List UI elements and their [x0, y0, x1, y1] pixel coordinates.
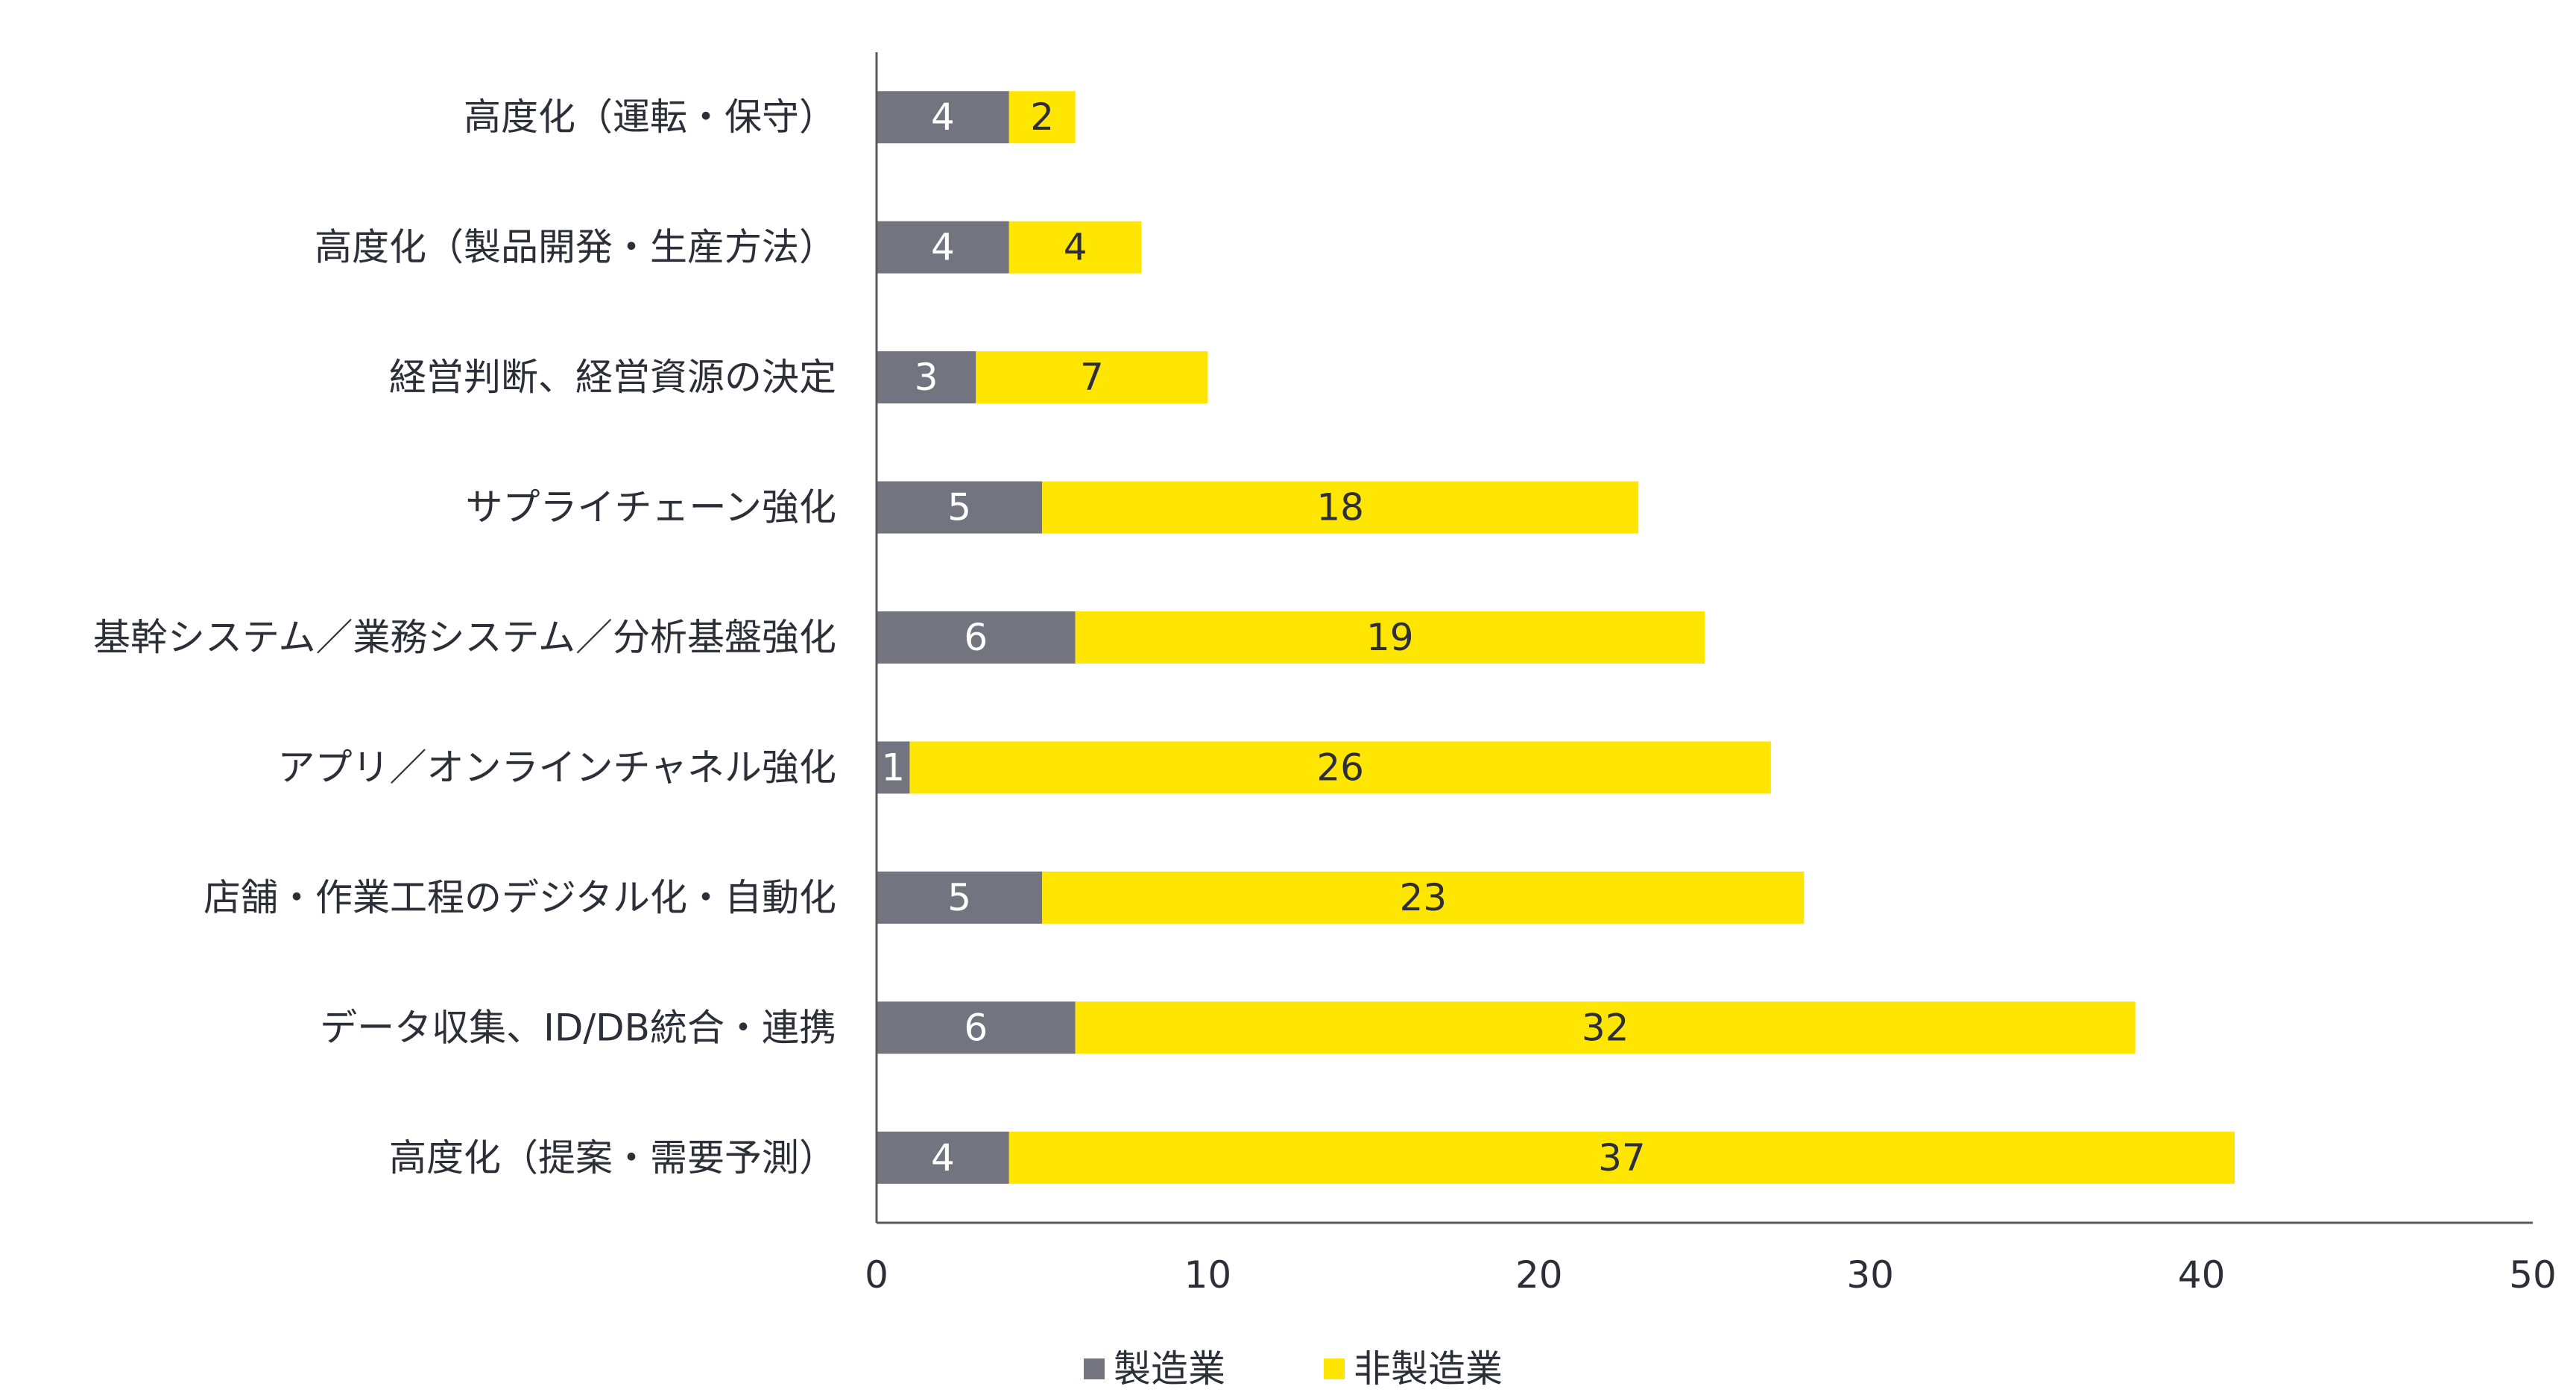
category-label: 基幹システム／業務システム／分析基盤強化: [93, 616, 836, 659]
bar-segment: [877, 91, 1009, 144]
bar-segment: [1075, 1001, 2135, 1054]
data-label: 6: [964, 1006, 988, 1049]
data-label: 2: [1030, 95, 1054, 139]
legend-label: 製造業: [1114, 1347, 1225, 1391]
x-tick-label: 40: [2178, 1253, 2226, 1297]
bar-segment: [877, 481, 1043, 534]
bar-segment: [877, 1131, 1009, 1184]
category-label: サプライチェーン強化: [466, 486, 837, 529]
data-label: 7: [1080, 356, 1104, 399]
axes-group: 0 10 20 30 40 50: [865, 52, 2557, 1297]
x-tick-label: 50: [2509, 1253, 2557, 1297]
category-label: 経営判断、経営資源の決定: [389, 356, 836, 399]
data-label: 23: [1399, 876, 1447, 919]
category-label: 高度化（製品開発・生産方法）: [315, 226, 836, 269]
bar-segment: [1008, 221, 1142, 274]
category-label: 高度化（提案・需要予測）: [389, 1136, 836, 1180]
legend-label: 非製造業: [1354, 1347, 1503, 1391]
bar-segment: [1008, 91, 1076, 144]
data-label: 4: [931, 1136, 955, 1180]
bar-segment: [976, 351, 1208, 404]
bar-segment: [1042, 871, 1805, 924]
bar-segment: [877, 741, 910, 794]
legend-swatch: [1324, 1358, 1345, 1379]
data-label: 5: [947, 876, 971, 919]
x-tick-label: 30: [1846, 1253, 1894, 1297]
bar-segment: [877, 1001, 1076, 1054]
data-label: 4: [931, 95, 955, 139]
data-label: 18: [1316, 486, 1364, 529]
bars-group: 4 24 43 75 186 191 265 236 324 37: [877, 91, 2235, 1184]
bar-segment: [909, 741, 1771, 794]
data-label: 4: [931, 226, 955, 269]
data-label: 19: [1366, 616, 1414, 659]
data-label: 4: [1064, 226, 1087, 269]
bar-segment: [877, 611, 1076, 664]
category-label: データ収集、ID/DB統合・連携: [320, 1006, 836, 1049]
data-label: 5: [947, 486, 971, 529]
legend: 製造業 非製造業: [1084, 1347, 1503, 1391]
data-label: 37: [1598, 1136, 1646, 1180]
x-tick-label: 20: [1515, 1253, 1563, 1297]
data-label: 32: [1582, 1006, 1629, 1049]
bar-segment: [877, 871, 1043, 924]
category-label: 店舗・作業工程のデジタル化・自動化: [203, 876, 836, 919]
data-label: 26: [1316, 746, 1364, 789]
data-label: 6: [964, 616, 988, 659]
bar-segment: [1042, 481, 1639, 534]
category-label: 高度化（運転・保守）: [464, 95, 836, 139]
bar-segment: [877, 221, 1009, 274]
x-tick-label: 0: [865, 1253, 888, 1297]
bar-segment: [1075, 611, 1705, 664]
category-label: アプリ／オンラインチャネル強化: [278, 746, 837, 789]
data-label: 3: [915, 356, 938, 399]
bar-segment: [1008, 1131, 2235, 1184]
category-labels: 高度化（運転・保守） 高度化（製品開発・生産方法） 経営判断、経営資源の決定サプライ…: [93, 95, 836, 1180]
legend-swatch: [1084, 1358, 1105, 1379]
data-label: 1: [881, 746, 905, 789]
bar-segment: [877, 351, 976, 404]
x-tick-label: 10: [1184, 1253, 1232, 1297]
